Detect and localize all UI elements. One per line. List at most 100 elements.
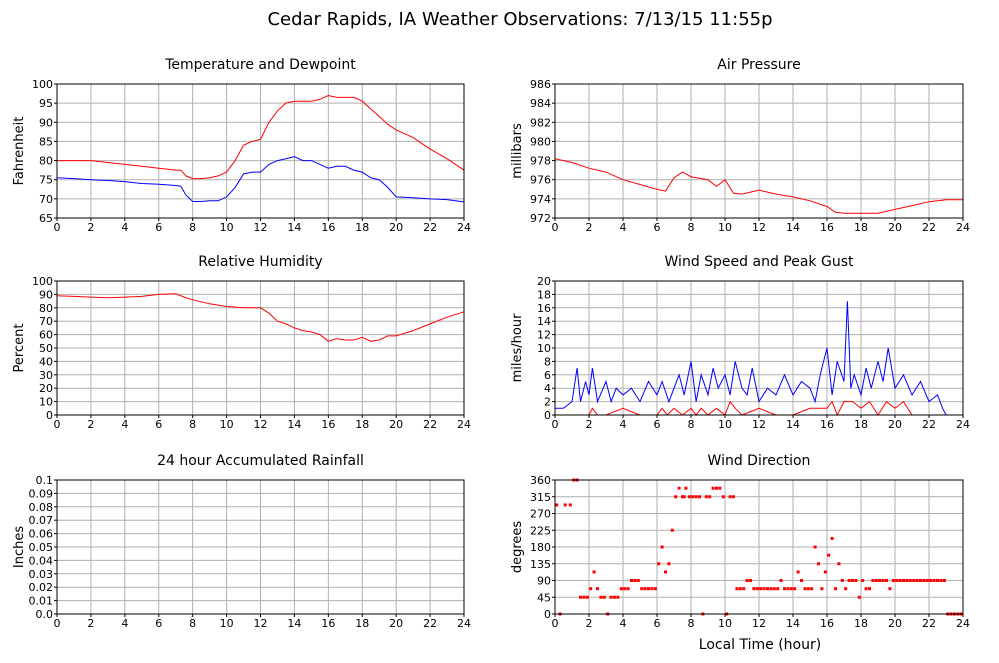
data-point [902,579,905,582]
x-tick-label: 14 [287,221,301,234]
data-point [834,587,837,591]
x-tick-label: 0 [552,617,559,630]
y-tick-label: 80 [39,155,53,168]
y-tick-label: 0 [544,409,551,422]
data-point [582,595,586,599]
data-point [749,579,752,582]
data-point [806,587,810,591]
y-tick-label: 6 [544,369,551,382]
y-tick-label: 986 [530,78,551,91]
data-point [636,579,640,582]
y-tick-label: 974 [530,193,551,206]
data-point [793,587,797,591]
y-tick-label: 982 [530,116,551,129]
y-tick-label: 85 [39,135,53,148]
y-tick-label: 0 [46,409,53,422]
series-line-blue [555,301,963,416]
data-point [674,495,678,499]
data-point [555,503,559,507]
data-point [772,587,776,591]
y-axis-label: Inches [12,526,27,568]
y-axis-label: Percent [12,324,27,373]
data-point [840,579,844,582]
x-tick-label: 16 [321,418,335,431]
y-axis-label: miles/hour [510,313,525,382]
data-point [830,536,834,540]
data-point [694,495,698,499]
chart-panel-2: 0 2 4 6 8 10 12 14 16 18 20 22 240102030405060708090… [12,254,471,431]
data-point [596,587,599,591]
x-tick-label: 4 [620,418,627,431]
x-tick-label: 8 [189,221,196,234]
data-point [779,579,783,582]
x-tick-label: 4 [121,418,128,431]
plot-frame [554,280,964,416]
data-point [854,579,858,582]
x-tick-label: 22 [922,418,936,431]
series-line-red [554,158,963,214]
data-point [891,579,895,582]
x-tick-label: 12 [254,617,268,630]
data-point [888,587,892,591]
y-tick-label: 0.09 [29,487,54,500]
plot-frame [554,479,964,615]
data-point [698,495,701,499]
y-tick-label: 0 [544,608,551,621]
data-point [929,579,933,582]
y-tick-label: 12 [537,329,551,342]
x-tick-label: 0 [552,418,559,431]
data-point [742,587,746,591]
y-tick-label: 360 [530,474,551,487]
data-point [609,595,613,599]
data-point [715,486,718,490]
data-point [895,579,899,582]
x-tick-label: 24 [457,617,471,630]
data-point [640,587,644,591]
x-tick-label: 8 [189,617,196,630]
y-tick-label: 60 [39,329,53,342]
y-axis-label: degrees [510,521,525,574]
x-tick-label: 10 [718,617,732,630]
data-point [803,587,807,591]
data-point [789,587,793,591]
page-title: Cedar Rapids, IA Weather Observations: 7… [267,9,772,30]
x-tick-label: 6 [654,418,661,431]
y-tick-label: 0.08 [29,501,54,514]
data-point [922,579,926,582]
x-tick-label: 18 [854,617,868,630]
data-point [871,579,875,582]
data-point [898,579,902,582]
x-tick-label: 12 [752,617,766,630]
y-tick-label: 65 [39,212,53,225]
y-tick-label: 225 [530,524,551,537]
x-tick-label: 20 [888,221,902,234]
x-tick-label: 24 [956,221,970,234]
plot-frame [56,280,465,416]
x-tick-label: 20 [888,418,902,431]
y-tick-label: 976 [530,174,551,187]
data-point [613,595,616,599]
x-tick-label: 2 [586,418,593,431]
x-tick-label: 4 [121,617,128,630]
data-point [752,587,756,591]
data-point [687,495,691,499]
data-point [776,587,780,591]
data-point [796,570,800,574]
x-tick-label: 8 [688,221,695,234]
x-tick-label: 10 [220,418,234,431]
x-tick-label: 10 [718,221,732,234]
data-point [660,545,664,549]
x-tick-label: 8 [688,617,695,630]
x-tick-label: 16 [321,221,335,234]
y-tick-label: 70 [39,193,53,206]
data-point [908,579,912,582]
x-tick-label: 12 [254,418,268,431]
x-tick-label: 24 [956,617,970,630]
data-point [653,587,657,591]
data-point [912,579,916,582]
chart-title: Temperature and Dewpoint [164,57,356,73]
x-tick-label: 20 [389,221,403,234]
chart-panel-0: 0 2 4 6 8 10 12 14 16 18 20 22 2465707580859095100Te… [12,57,471,234]
x-tick-label: 8 [688,418,695,431]
